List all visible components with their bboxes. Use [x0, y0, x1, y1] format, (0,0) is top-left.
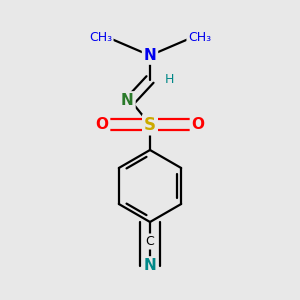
Text: CH₃: CH₃ [89, 31, 112, 44]
Text: O: O [95, 117, 109, 132]
Text: S: S [144, 116, 156, 134]
Text: N: N [144, 48, 156, 63]
Text: C: C [146, 235, 154, 248]
Text: O: O [191, 117, 205, 132]
Text: N: N [144, 258, 156, 273]
Text: N: N [121, 93, 134, 108]
Text: CH₃: CH₃ [188, 31, 211, 44]
Text: H: H [165, 73, 174, 86]
